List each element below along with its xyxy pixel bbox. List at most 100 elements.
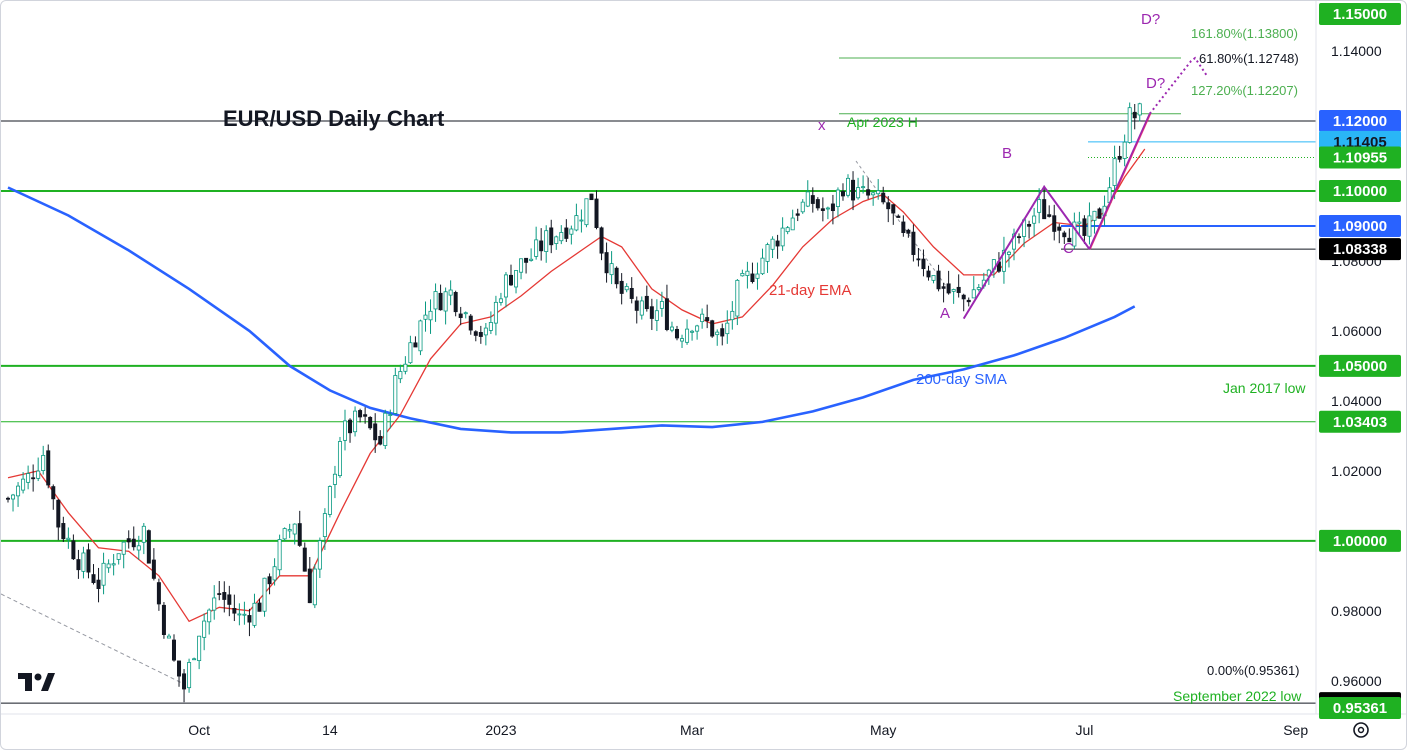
annotation-text: 21-day EMA: [769, 282, 852, 299]
candle-body: [936, 270, 941, 290]
candle-body: [393, 375, 398, 414]
candle-body: [383, 412, 388, 446]
candle-body: [549, 227, 554, 246]
candle-body: [493, 301, 498, 324]
annotation-text: Apr 2023 H: [847, 114, 918, 130]
candle-body: [141, 525, 146, 543]
candle-body: [483, 327, 488, 336]
price-badge-text: 1.12000: [1333, 113, 1387, 130]
price-badge: 1.00000: [1319, 529, 1401, 552]
candle-body: [574, 215, 579, 231]
candle-body: [916, 258, 921, 261]
candle-body: [222, 592, 227, 600]
candle-body: [1037, 199, 1042, 213]
candle-body: [237, 613, 242, 616]
candle-body: [217, 593, 222, 595]
candle-body: [348, 419, 353, 434]
price-badge-bg: [1319, 238, 1401, 261]
harmonic-pattern: [962, 56, 1208, 320]
candle-body: [659, 301, 664, 309]
candle-body: [312, 568, 317, 606]
candle-body: [1112, 158, 1117, 186]
candle-body: [931, 275, 936, 281]
candle-body: [272, 566, 277, 581]
price-badge-bg: [1319, 214, 1401, 237]
candle-body: [639, 300, 644, 316]
candle-body: [96, 579, 101, 589]
candle-body: [488, 322, 493, 331]
logo-mark: [18, 673, 32, 691]
candle-body: [292, 523, 297, 535]
candle-body: [629, 287, 634, 299]
candle-body: [1012, 233, 1017, 250]
candle-body: [227, 594, 232, 605]
candle-body: [192, 658, 197, 661]
candle-body: [368, 416, 373, 429]
candle-body: [6, 497, 11, 500]
price-badge-bg: [1319, 179, 1401, 202]
cd-leg-shadow: [1089, 113, 1152, 250]
price-badge-bg: [1319, 354, 1401, 377]
candle-body: [579, 219, 584, 222]
candle-body: [16, 485, 21, 497]
candle-body: [524, 257, 529, 263]
candle-body: [358, 410, 363, 418]
candle-body: [564, 227, 569, 239]
time-tick-label: Jul: [1075, 722, 1093, 738]
candle-body: [433, 291, 438, 310]
candle-body: [876, 190, 881, 195]
settings-icon[interactable]: [1353, 722, 1369, 738]
time-tick-label: 14: [322, 722, 338, 738]
candle-body: [388, 414, 393, 416]
candle-body: [212, 597, 217, 611]
candle-body: [624, 286, 629, 291]
candle-body: [187, 662, 192, 689]
candle-body: [61, 523, 66, 540]
candle-body: [840, 191, 845, 197]
price-badge-text: 1.05000: [1333, 358, 1387, 375]
candle-body: [71, 540, 76, 560]
candle-body: [780, 227, 785, 247]
candle-body: [302, 547, 307, 572]
chart-title: EUR/USD Daily Chart: [223, 106, 445, 131]
candle-body: [498, 298, 503, 303]
candle-body: [740, 273, 745, 277]
candle-body: [871, 192, 876, 196]
candle-body: [247, 615, 252, 623]
candle-body: [166, 635, 171, 639]
price-badge-bg: [1319, 529, 1401, 552]
candle-body: [161, 604, 166, 636]
candle-body: [901, 221, 906, 234]
candle-body: [730, 310, 735, 321]
price-badge-bg: [1319, 410, 1401, 433]
cd-leg: [1088, 113, 1151, 250]
candle-body: [1132, 111, 1137, 119]
candle-body: [851, 179, 856, 201]
candle-body: [654, 310, 659, 321]
price-badge: 0.95361: [1319, 697, 1401, 719]
price-tick-label: 1.06000: [1331, 323, 1382, 339]
candle-body: [594, 198, 599, 228]
candle-body: [207, 609, 212, 623]
candle-body: [121, 541, 126, 555]
candle-body: [846, 177, 851, 196]
candle-body: [317, 540, 322, 570]
time-tick-label: 2023: [485, 722, 516, 738]
candle-body: [282, 528, 287, 540]
candle-body: [674, 328, 679, 339]
price-badge-text: 1.10955: [1333, 150, 1387, 167]
fib-diagonal: [1, 593, 185, 685]
price-badges: 1.150001.120001.114051.109551.100001.090…: [1319, 3, 1401, 719]
candle-body: [810, 195, 815, 204]
price-tick-label: 1.02000: [1331, 463, 1382, 479]
candle-body: [785, 227, 790, 233]
candle-body: [177, 660, 182, 677]
candle-body: [735, 279, 740, 317]
annotation-text: September 2022 low: [1173, 688, 1302, 704]
candle-body: [171, 639, 176, 661]
price-badge: 1.03403: [1319, 410, 1401, 433]
candle-body: [1137, 103, 1142, 116]
candle-body: [1052, 215, 1057, 232]
